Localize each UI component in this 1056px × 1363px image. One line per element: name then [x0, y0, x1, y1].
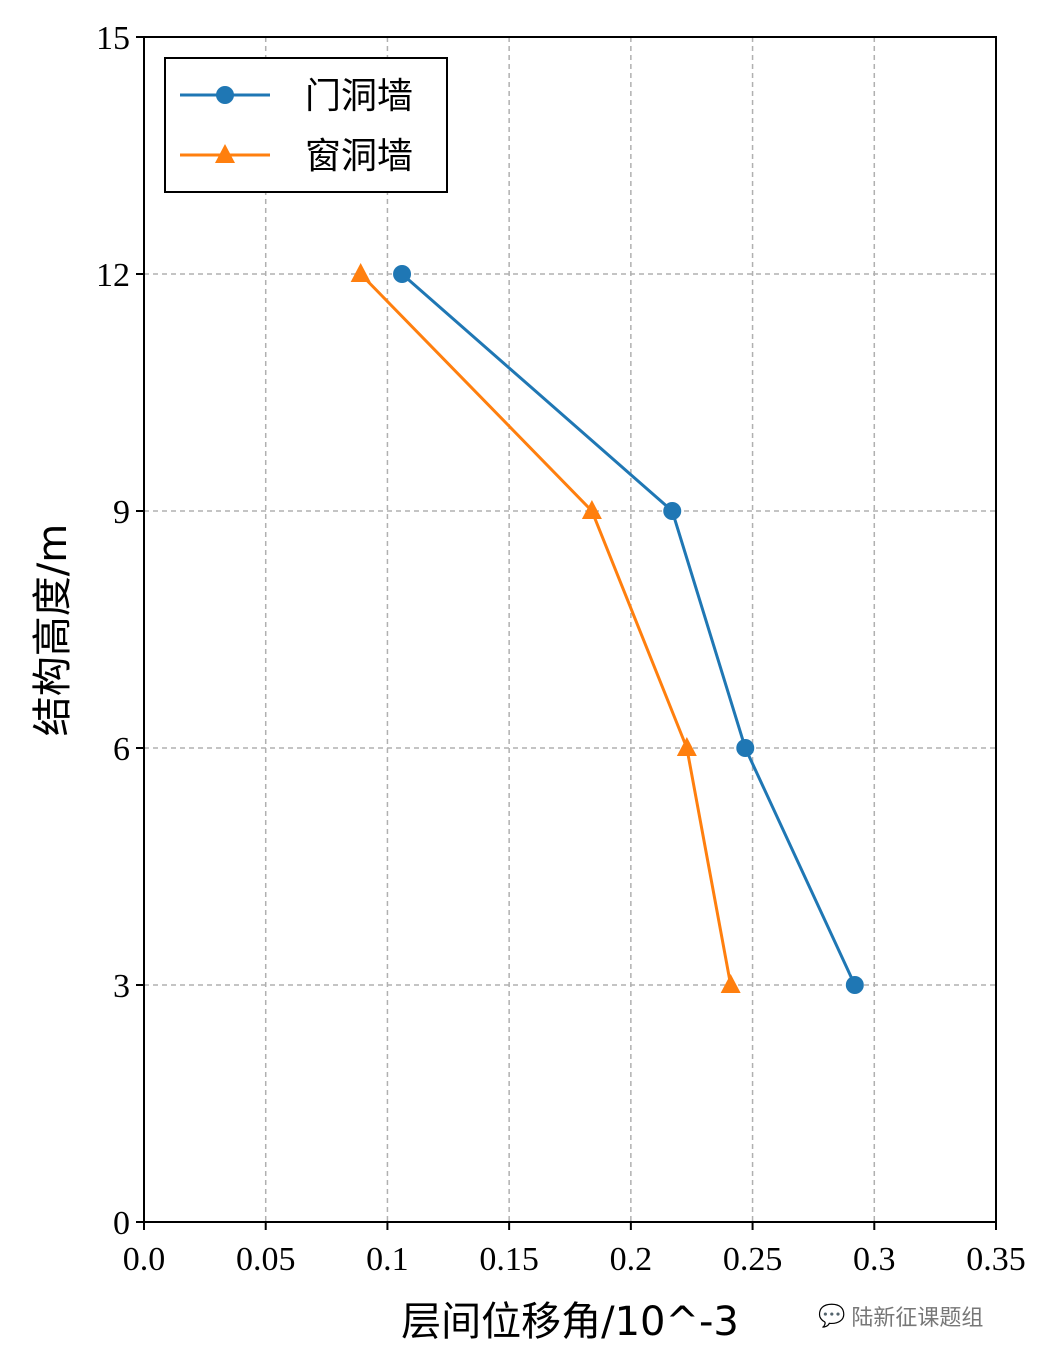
data-point	[845, 976, 864, 994]
x-tick-label: 0.0	[123, 1241, 166, 1278]
y-tick-label: 6	[113, 731, 130, 768]
y-axis-label: 结构高度/m	[30, 524, 76, 736]
x-tick-label: 0.15	[479, 1241, 539, 1278]
legend-marker	[215, 144, 235, 163]
series-line-1	[359, 272, 733, 986]
legend-label: 门洞墙	[305, 76, 413, 117]
data-point	[720, 974, 741, 993]
x-axis-label: 层间位移角/10^-3	[401, 1299, 739, 1345]
x-tick-label: 0.25	[723, 1241, 783, 1278]
wechat-icon: 💬	[818, 1303, 846, 1329]
data-point	[350, 263, 371, 282]
ticks: 0.0 0.05 0.1 0.15 0.2 0.25 0.3 0.35 0 3 6 9 12 15	[96, 20, 1026, 1278]
watermark: 💬 陆新征课题组	[818, 1300, 983, 1332]
y-tick-label: 3	[113, 968, 130, 1005]
x-tick-label: 0.3	[853, 1241, 896, 1278]
x-tick-label: 0.2	[610, 1241, 653, 1278]
legend-box	[164, 57, 448, 193]
y-tick-label: 9	[113, 494, 130, 531]
data-point	[663, 502, 682, 520]
y-tick-label: 0	[113, 1205, 130, 1242]
x-tick-label: 0.35	[966, 1241, 1026, 1278]
data-point	[393, 265, 412, 283]
plot-frame	[143, 36, 997, 1223]
series-line-0	[401, 272, 857, 986]
watermark-text: 陆新征课题组	[851, 1306, 984, 1331]
x-tick-label: 0.1	[366, 1241, 409, 1278]
legend-marker	[216, 86, 234, 104]
series	[350, 263, 864, 994]
data-point	[581, 500, 602, 519]
data-point	[676, 737, 697, 756]
legend-label: 窗洞墙	[305, 136, 413, 177]
x-tick-label: 0.05	[236, 1241, 296, 1278]
y-tick-label: 15	[96, 20, 130, 57]
data-point	[736, 739, 755, 757]
y-tick-label: 12	[96, 257, 130, 294]
grid	[144, 37, 996, 1222]
